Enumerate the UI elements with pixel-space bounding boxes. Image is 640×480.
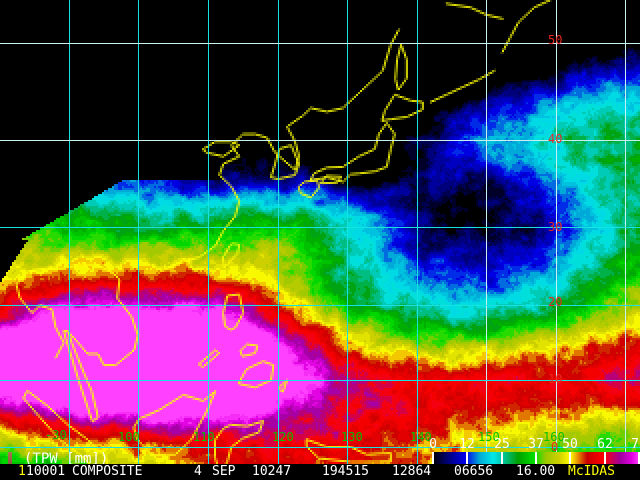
longitude-label: 100 — [118, 430, 140, 444]
colorbar-tick — [638, 452, 640, 464]
status-bar: 1 10001 COMPOSITE 4 SEP 10247 194515 128… — [0, 464, 640, 480]
product-title: (TPW [mm]) — [24, 451, 109, 467]
left-color-swatch — [8, 452, 12, 464]
status-field-a: 12864 — [392, 464, 432, 479]
colorbar-tick-label: 62 — [597, 437, 613, 452]
colorbar-tick — [569, 452, 571, 464]
colorbar-tick-label: 0 — [429, 437, 437, 452]
colorbar-tick — [535, 452, 537, 464]
colorbar-tick — [501, 452, 503, 464]
longitude-label: 110 — [193, 430, 215, 444]
colorbar-tick-label: 50 — [562, 437, 578, 452]
tpw-satellite-raster — [0, 0, 640, 464]
latitude-label: 40 — [548, 132, 563, 146]
status-julian: 10247 — [252, 464, 292, 479]
colorbar-tick-label: 12 — [459, 437, 475, 452]
longitude-label: 120 — [272, 430, 294, 444]
tpw-colorbar — [432, 452, 640, 464]
colorbar-tick-label: 75 — [631, 437, 640, 452]
status-field-b: 06656 — [454, 464, 494, 479]
status-resolution: 16.00 — [516, 464, 556, 479]
latitude-label: 30 — [548, 220, 563, 234]
longitude-label: 160 — [543, 430, 565, 444]
status-id: 10001 — [26, 464, 66, 479]
colorbar-tick-label: 25 — [494, 437, 510, 452]
latitude-label: 10 — [548, 372, 563, 386]
longitude-label: -30 — [45, 428, 67, 442]
status-day: 4 — [194, 464, 202, 479]
longitude-label: 140 — [410, 430, 432, 444]
status-month: SEP — [212, 464, 236, 479]
latitude-label: 0 — [551, 440, 559, 454]
colorbar-tick — [604, 452, 606, 464]
status-time: 194515 — [322, 464, 369, 479]
colorbar-tick — [432, 452, 434, 464]
status-id-prefix: 1 — [18, 464, 26, 479]
status-type: COMPOSITE — [72, 464, 143, 479]
colorbar-tick — [466, 452, 468, 464]
latitude-label: 50 — [548, 33, 563, 47]
longitude-label: 130 — [341, 430, 363, 444]
latitude-label: 20 — [548, 295, 563, 309]
longitude-label: 150 — [478, 430, 500, 444]
colorbar-tick-label: 37 — [528, 437, 544, 452]
software-brand: McIDAS — [568, 464, 615, 479]
